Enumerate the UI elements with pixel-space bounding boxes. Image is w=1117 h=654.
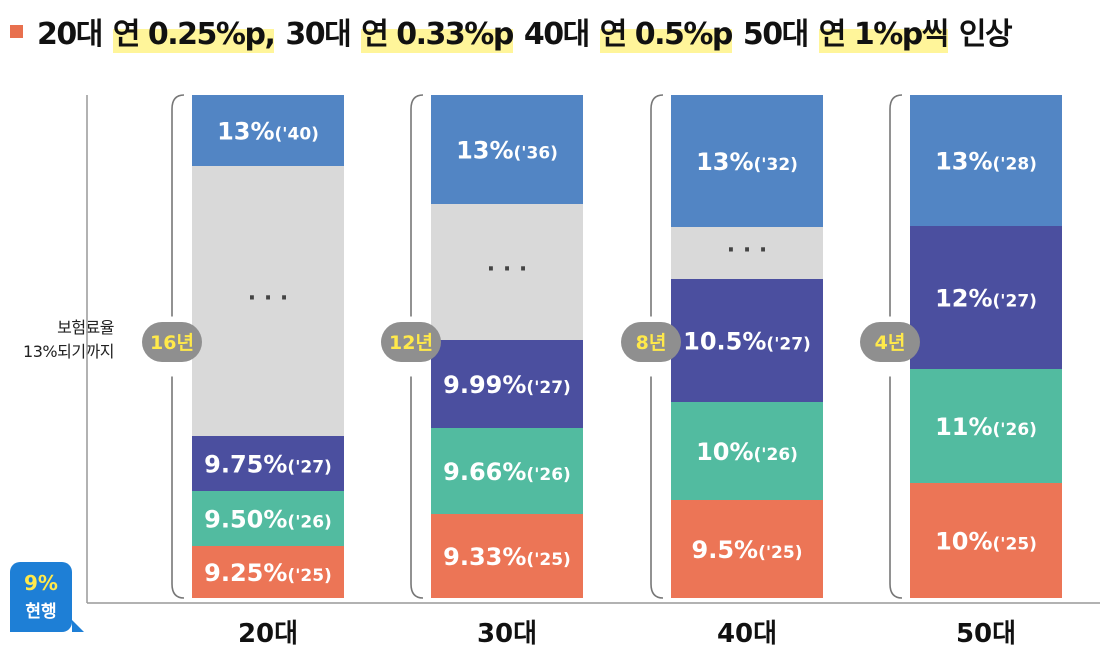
current-rate-value: 9% xyxy=(24,571,58,595)
category-label: 50대 xyxy=(956,619,1016,649)
gap-ellipsis-label: · · · xyxy=(248,286,288,311)
years-badge-label: 16년 xyxy=(150,332,194,354)
category-label: 30대 xyxy=(477,619,537,649)
current-rate-badge: 9% 현행 xyxy=(10,562,84,632)
segment-data-label: 9.33%('25) xyxy=(443,543,571,571)
bar-segment xyxy=(671,500,823,598)
period-bracket xyxy=(889,94,903,599)
bar-segment xyxy=(192,491,344,546)
bar-segment xyxy=(671,279,823,402)
title-segment: 연 1%p씩 xyxy=(818,9,949,53)
y-axis-label: 보험료율 13%되기까지 xyxy=(4,316,114,364)
years-badge-label: 12년 xyxy=(389,332,433,354)
segment-data-label: 12%('27) xyxy=(935,285,1037,313)
segment-data-label: 9.5%('25) xyxy=(692,536,803,564)
bar-segment xyxy=(192,166,344,436)
bar-segment xyxy=(431,514,583,598)
title-segment: 연 0.33%p xyxy=(361,9,514,53)
years-badge xyxy=(381,322,441,362)
bar-segment xyxy=(431,340,583,428)
bar-segment xyxy=(431,204,583,340)
bar-segment xyxy=(910,226,1062,369)
title-segment: 연 0.25%p, xyxy=(112,9,276,53)
bar-segment xyxy=(910,483,1062,598)
title-segment: 20대 xyxy=(37,17,103,52)
current-rate-label: 현행 xyxy=(25,602,57,622)
bar-segment xyxy=(192,436,344,491)
title-segment: 연 0.5%p xyxy=(599,9,733,53)
period-bracket xyxy=(171,94,185,599)
segment-data-label: 9.75%('27) xyxy=(204,451,332,479)
category-label: 20대 xyxy=(238,619,298,649)
segment-data-label: 10.5%('27) xyxy=(683,328,811,356)
bar-segment xyxy=(192,95,344,166)
segment-data-label: 11%('26) xyxy=(935,413,1037,441)
segment-data-label: 10%('26) xyxy=(696,438,798,466)
segment-data-label: 13%('32) xyxy=(696,148,798,176)
years-badge-label: 4년 xyxy=(875,332,906,354)
bar-segment xyxy=(671,95,823,227)
bar-segment xyxy=(431,95,583,204)
segment-data-label: 13%('40) xyxy=(217,118,319,146)
years-badge xyxy=(621,322,681,362)
segment-data-label: 13%('36) xyxy=(456,137,558,165)
years-badge-label: 8년 xyxy=(636,332,667,354)
y-axis-label-line2: 13%되기까지 xyxy=(23,342,114,361)
title-segment: 30대 xyxy=(285,17,351,52)
period-bracket xyxy=(650,94,664,599)
segment-data-label: 9.99%('27) xyxy=(443,371,571,399)
segment-data-label: 9.50%('26) xyxy=(204,506,332,534)
segment-data-label: 9.25%('25) xyxy=(204,559,332,587)
title-segment: 인상 xyxy=(958,17,1013,52)
bar-segment xyxy=(671,402,823,500)
segment-data-label: 13%('28) xyxy=(935,148,1037,176)
years-badge xyxy=(860,322,920,362)
segment-data-label: 10%('25) xyxy=(935,528,1037,556)
period-bracket xyxy=(410,94,424,599)
segment-data-label: 9.66%('26) xyxy=(443,458,571,486)
gap-ellipsis-label: · · · xyxy=(727,238,767,263)
chart-title: 20대 연 0.25%p, 30대 연 0.33%p 40대 연 0.5%p 5… xyxy=(10,6,1110,56)
years-badge xyxy=(142,322,202,362)
title-segment: 40대 xyxy=(523,17,590,52)
title-bullet-icon xyxy=(10,24,23,38)
bar-segment xyxy=(431,428,583,514)
bar-segment xyxy=(671,227,823,279)
bar-segment xyxy=(910,369,1062,483)
gap-ellipsis-label: · · · xyxy=(487,257,527,282)
bar-segment xyxy=(192,546,344,598)
bar-segment xyxy=(910,95,1062,226)
title-segment: 50대 xyxy=(742,17,809,52)
category-label: 40대 xyxy=(717,619,777,649)
y-axis-label-line1: 보험료율 xyxy=(57,318,114,337)
